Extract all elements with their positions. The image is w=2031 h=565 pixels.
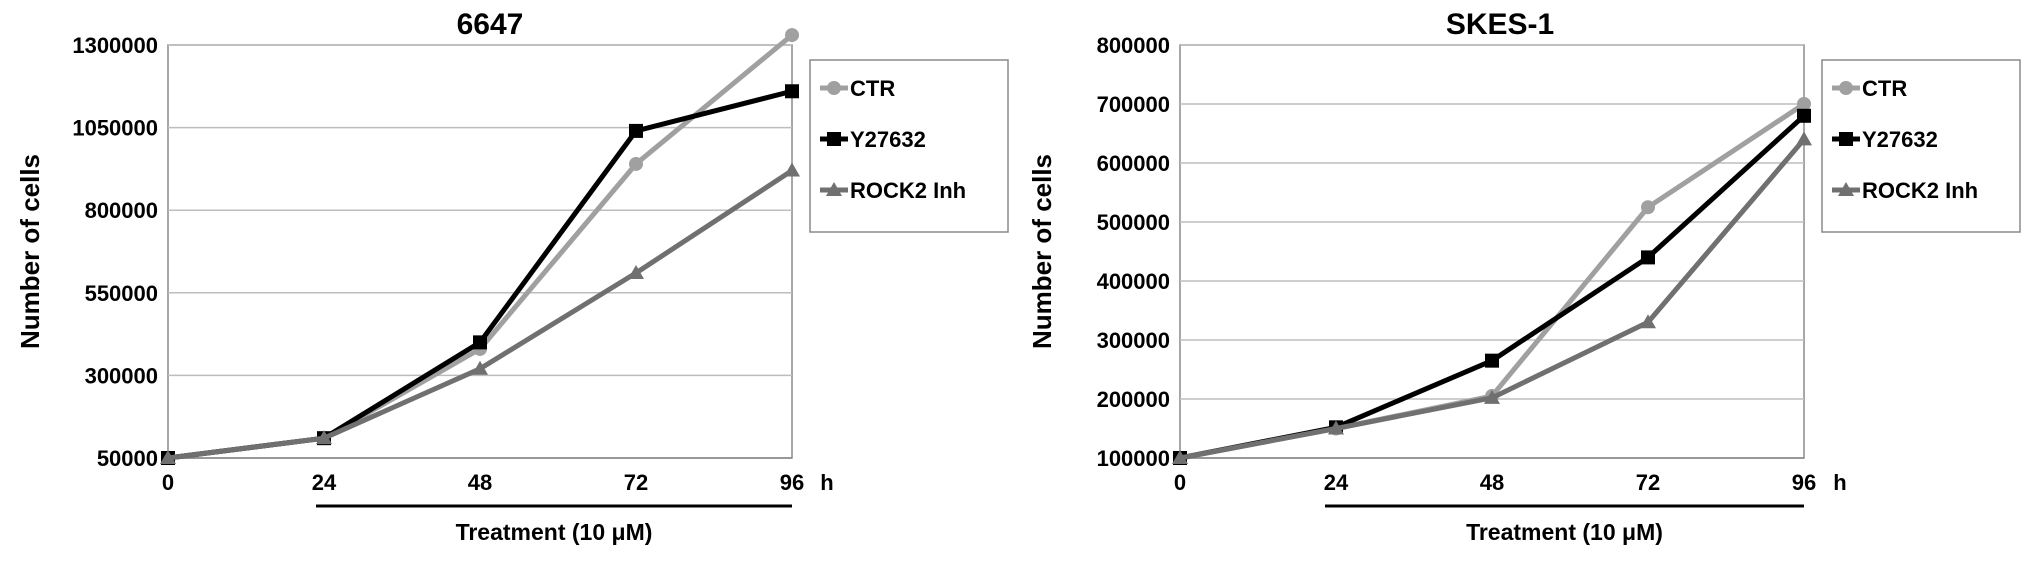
x-tick-label: 24 bbox=[1324, 470, 1349, 495]
y-axis-label: Number of cells bbox=[1027, 154, 1057, 349]
chart-panel-1: 6647 50000 300000 550000 800000 1050000 130000… bbox=[15, 8, 1009, 545]
data-point bbox=[1485, 353, 1499, 368]
data-point bbox=[1796, 131, 1812, 146]
x-tick-label: 0 bbox=[1174, 470, 1186, 495]
legend-marker bbox=[826, 182, 842, 196]
legend-marker bbox=[1839, 132, 1853, 146]
y-tick-label: 50000 bbox=[97, 446, 158, 471]
legend: CTR Y27632 ROCK2 Inh bbox=[1821, 59, 2021, 233]
y-tick-label: 600000 bbox=[1097, 151, 1170, 176]
legend-entry: ROCK2 Inh bbox=[850, 178, 966, 203]
chart-panel-2: SKES-1 100000 200000 300000 400000 500000 6000… bbox=[1027, 8, 2021, 545]
x-unit-label: h bbox=[1833, 470, 1846, 495]
data-point bbox=[1328, 420, 1344, 435]
data-point bbox=[316, 430, 332, 445]
y-axis-label: Number of cells bbox=[15, 154, 45, 349]
legend-entry: ROCK2 Inh bbox=[1862, 178, 1978, 203]
legend-entry: Y27632 bbox=[850, 127, 926, 152]
plot-area bbox=[167, 44, 793, 459]
data-point bbox=[784, 162, 800, 177]
y-tick-label: 550000 bbox=[85, 281, 158, 306]
y-tick-label: 1050000 bbox=[72, 116, 158, 141]
legend-entry: CTR bbox=[850, 76, 895, 101]
y-tick-label: 500000 bbox=[1097, 210, 1170, 235]
data-point bbox=[1797, 108, 1811, 123]
y-tick-label: 200000 bbox=[1097, 387, 1170, 412]
data-point bbox=[629, 123, 643, 138]
x-tick-label: 72 bbox=[1636, 470, 1660, 495]
data-point bbox=[1641, 250, 1655, 265]
y-tick-label: 300000 bbox=[1097, 328, 1170, 353]
series-rock2-inh bbox=[160, 162, 800, 464]
x-tick-label: 72 bbox=[624, 470, 648, 495]
legend-marker bbox=[1839, 81, 1853, 95]
legend-marker bbox=[1838, 182, 1854, 196]
data-point bbox=[1484, 389, 1500, 404]
y-tick-label: 800000 bbox=[85, 198, 158, 223]
data-point bbox=[628, 264, 644, 279]
y-tick-label: 100000 bbox=[1097, 446, 1170, 471]
legend-marker bbox=[827, 81, 841, 95]
series-rock2-inh bbox=[1172, 131, 1812, 464]
legend: CTR Y27632 ROCK2 Inh bbox=[809, 59, 1009, 233]
data-point bbox=[473, 335, 487, 350]
y-tick-label: 300000 bbox=[85, 363, 158, 388]
legend-marker bbox=[827, 132, 841, 146]
data-point bbox=[785, 84, 799, 99]
x-tick-label: 96 bbox=[1792, 470, 1816, 495]
data-point bbox=[1640, 314, 1656, 329]
x-tick-label: 96 bbox=[780, 470, 804, 495]
data-point bbox=[785, 28, 799, 43]
y-tick-label: 400000 bbox=[1097, 269, 1170, 294]
x-tick-label: 0 bbox=[162, 470, 174, 495]
y-tick-label: 800000 bbox=[1097, 33, 1170, 58]
data-point bbox=[1797, 97, 1811, 111]
data-point bbox=[1641, 200, 1655, 215]
x-tick-label: 48 bbox=[1480, 470, 1504, 495]
chart-title: SKES-1 bbox=[1446, 8, 1554, 41]
x-tick-label: 48 bbox=[468, 470, 492, 495]
data-point bbox=[472, 360, 488, 375]
legend-entry: Y27632 bbox=[1862, 127, 1938, 152]
data-point bbox=[629, 156, 643, 171]
x-unit-label: h bbox=[820, 470, 833, 495]
legend-entry: CTR bbox=[1862, 76, 1907, 101]
x-axis-label: Treatment (10 μM) bbox=[1466, 519, 1663, 545]
x-tick-label: 24 bbox=[312, 470, 337, 495]
chart-title: 6647 bbox=[457, 8, 524, 41]
data-point bbox=[1172, 450, 1188, 464]
y-tick-label: 700000 bbox=[1097, 92, 1170, 117]
data-point bbox=[160, 450, 176, 464]
y-tick-label: 1300000 bbox=[72, 33, 158, 58]
x-axis-label: Treatment (10 μM) bbox=[456, 519, 653, 545]
